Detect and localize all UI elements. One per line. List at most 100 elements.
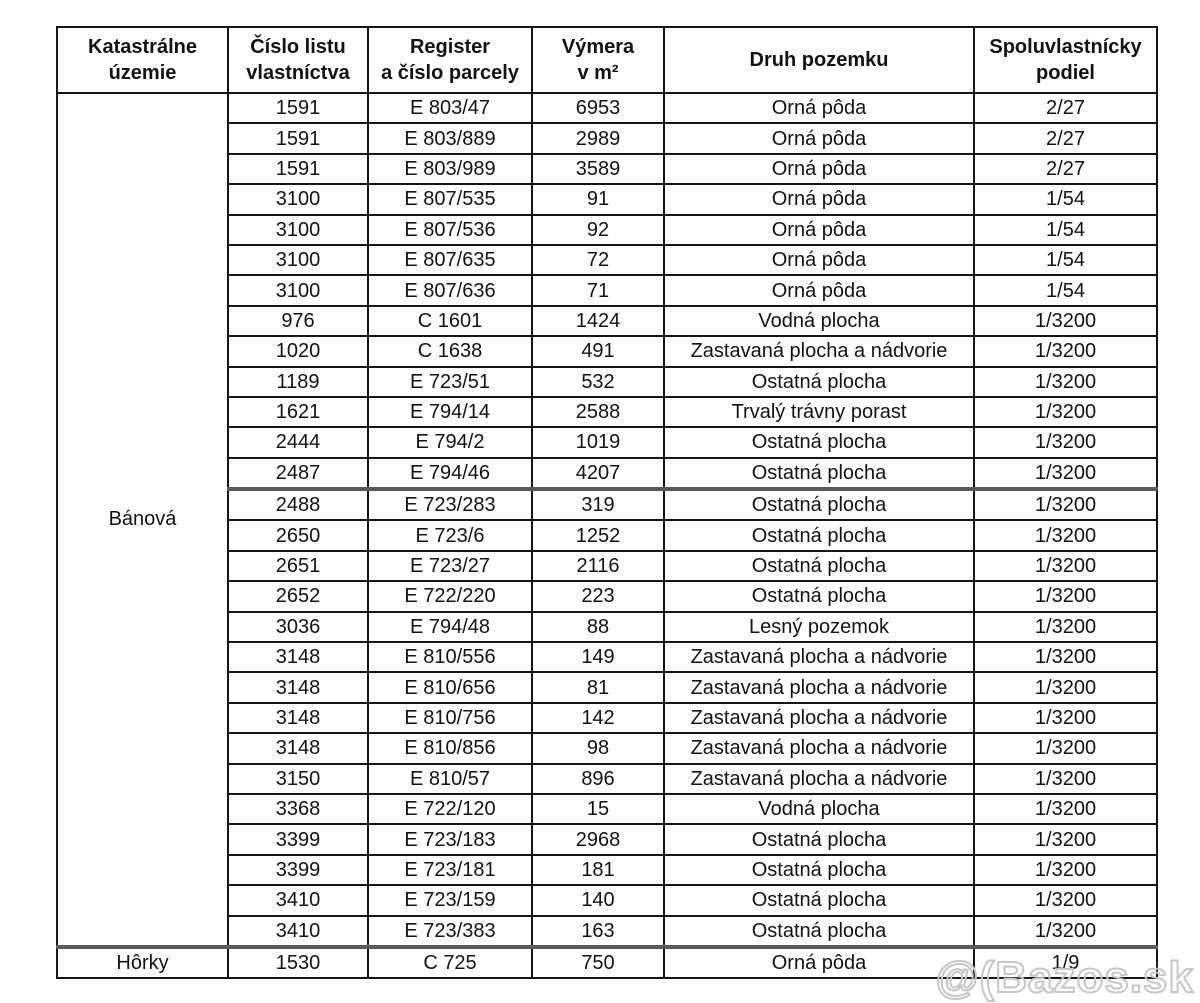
table-cell: E 794/2 <box>367 426 533 459</box>
table-row: 1591 E 803/989 3589 Orná pôda 2/27 <box>57 152 1158 186</box>
table-cell: 1/3200 <box>973 580 1158 613</box>
table-cell: Zastavaná plocha a nádvorie <box>663 701 975 735</box>
table-cell: 3036 <box>227 610 369 644</box>
table-cell: 1/54 <box>973 213 1158 246</box>
table-cell: 1/54 <box>973 183 1158 216</box>
column-header-vymera-v-m2: Výmera v m² <box>531 26 665 94</box>
table-cell: E 723/183 <box>367 823 533 856</box>
table-cell: Ostatná plocha <box>663 519 975 552</box>
column-header-katastralne-uzemie: Katastrálne územie <box>56 26 229 94</box>
table-cell: 15 <box>531 792 665 826</box>
table-cell: E 723/383 <box>367 914 533 948</box>
table-cell: C 1638 <box>367 335 533 368</box>
table-cell: 1/3200 <box>973 519 1158 552</box>
table-cell: C 725 <box>367 944 533 980</box>
table-cell: E 723/159 <box>367 884 533 917</box>
table-cell: 1591 <box>227 152 369 186</box>
table-row: 3100 E 807/536 92 Orná pôda 1/54 <box>57 213 1158 246</box>
table-cell: 181 <box>531 853 665 887</box>
table-cell: E 722/220 <box>367 580 533 613</box>
table-cell: 2989 <box>531 122 665 155</box>
table-cell: 1/3200 <box>973 701 1158 735</box>
table-cell: E 810/57 <box>367 762 533 795</box>
table-cell: 3100 <box>227 243 369 277</box>
table-cell: 1/3200 <box>973 671 1158 704</box>
table-cell: 149 <box>531 641 665 674</box>
table-cell: Zastavaná plocha a nádvorie <box>663 641 975 674</box>
table-cell: 1/3200 <box>973 304 1158 338</box>
table-row: 3036 E 794/48 88 Lesný pozemok 1/3200 <box>57 610 1158 644</box>
table-cell: 98 <box>531 732 665 765</box>
table-cell: 1019 <box>531 426 665 459</box>
table-row: Bánová 1591 E 803/47 6953 Orná pôda 2/27 <box>56 91 1158 948</box>
table-cell: E 794/14 <box>367 395 533 429</box>
table-cell: 3148 <box>227 671 369 704</box>
column-header-spoluvlastnicky-podiel: Spoluvlastnícky podiel <box>973 26 1158 94</box>
table-cell: 3148 <box>227 732 369 765</box>
territory-cell: Bánová <box>56 92 229 948</box>
table-cell: Vodná plocha <box>663 792 975 826</box>
table-row: 3150 E 810/57 896 Zastavaná plocha a nádvor… <box>57 762 1158 795</box>
table-cell: 1/3200 <box>973 732 1158 765</box>
table-cell: Ostatná plocha <box>663 853 975 887</box>
table-cell: 3100 <box>227 183 369 216</box>
table-body: Bánová 1591 E 803/47 6953 Orná pôda 2/27 1591 E… <box>56 91 1158 980</box>
table-cell: 4207 <box>531 456 665 491</box>
table-cell: Orná pôda <box>663 152 975 186</box>
header-row: Katastrálne územie Číslo listu vlastníct… <box>56 26 1158 94</box>
table-cell: E 810/856 <box>367 732 533 765</box>
table-cell: E 794/46 <box>367 456 533 491</box>
table-header: Katastrálne územie Číslo listu vlastníct… <box>56 26 1158 94</box>
table-cell: 1/3200 <box>973 426 1158 459</box>
table-cell: Trvalý trávny porast <box>663 395 975 429</box>
table-cell: 896 <box>531 762 665 795</box>
table-row: 3100 E 807/636 71 Orná pôda 1/54 <box>57 274 1158 307</box>
table-cell: Orná pôda <box>663 274 975 307</box>
table-cell: 3368 <box>227 792 369 826</box>
table-cell: Zastavaná plocha a nádvorie <box>663 671 975 704</box>
table-cell: 3148 <box>227 701 369 735</box>
table-cell: 3399 <box>227 823 369 856</box>
table-cell: 81 <box>531 671 665 704</box>
table-cell: 142 <box>531 701 665 735</box>
table-cell: 1/3200 <box>973 792 1158 826</box>
table-row: 2488 E 723/283 319 Ostatná plocha 1/3200 <box>57 487 1158 522</box>
table-row: 2652 E 722/220 223 Ostatná plocha 1/3200 <box>57 580 1158 613</box>
table-cell: 1/54 <box>973 243 1158 277</box>
table-row: 3410 E 723/383 163 Ostatná plocha 1/3200 <box>57 914 1158 948</box>
table-cell: 72 <box>531 243 665 277</box>
table-cell: 532 <box>531 365 665 398</box>
table-cell: Zastavaná plocha a nádvorie <box>663 732 975 765</box>
table-cell: 92 <box>531 213 665 246</box>
table-cell: 1/3200 <box>973 335 1158 368</box>
table-cell: E 807/636 <box>367 274 533 307</box>
table-cell: 2651 <box>227 549 369 583</box>
table-cell: 88 <box>531 610 665 644</box>
table-cell: 1621 <box>227 395 369 429</box>
table-cell: Orná pôda <box>663 243 975 277</box>
table-cell: E 794/48 <box>367 610 533 644</box>
table-cell: Ostatná plocha <box>663 914 975 948</box>
table-cell: Ostatná plocha <box>663 456 975 491</box>
table-cell: 2488 <box>227 487 369 522</box>
table-row: 1020 C 1638 491 Zastavaná plocha a nádvorie… <box>57 335 1158 368</box>
column-header-druh-pozemku: Druh pozemku <box>663 26 975 94</box>
table-cell: Ostatná plocha <box>663 823 975 856</box>
table-cell: 1189 <box>227 365 369 398</box>
table-cell: E 723/6 <box>367 519 533 552</box>
table-cell: 3589 <box>531 152 665 186</box>
table-cell: Orná pôda <box>663 91 975 125</box>
table-cell: E 803/47 <box>367 91 533 125</box>
table-cell: 2588 <box>531 395 665 429</box>
table-cell: 1/3200 <box>973 549 1158 583</box>
table-row: 3100 E 807/635 72 Orná pôda 1/54 <box>57 243 1158 277</box>
table-cell: Zastavaná plocha a nádvorie <box>663 762 975 795</box>
table-cell: 1/3200 <box>973 456 1158 491</box>
table-cell: 1/3200 <box>973 914 1158 948</box>
table-cell: 1530 <box>227 944 369 980</box>
table-cell: 1/3200 <box>973 487 1158 522</box>
table-cell: E 807/535 <box>367 183 533 216</box>
table-cell: 1/3200 <box>973 762 1158 795</box>
table-row: Hôrky 1530 C 725 750 Orná pôda 1/9 <box>56 944 1158 980</box>
table-cell: Ostatná plocha <box>663 884 975 917</box>
